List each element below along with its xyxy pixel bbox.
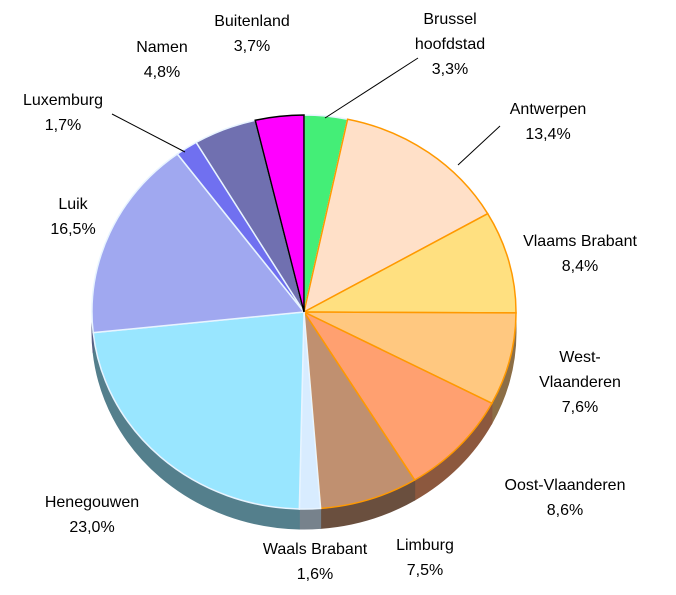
category-name: Namen xyxy=(136,39,188,56)
value-label: 1,7% xyxy=(45,117,81,134)
slice-label: Limburg 7,5% xyxy=(396,537,454,579)
category-name: Luik xyxy=(58,196,88,213)
category-name: Oost-Vlaanderen xyxy=(505,477,626,494)
slice-label: Buitenland 3,7% xyxy=(214,13,290,55)
category-name: Henegouwen xyxy=(45,494,139,511)
value-label: 8,6% xyxy=(547,502,583,519)
value-label: 3,3% xyxy=(432,61,468,78)
category-name: Luxemburg xyxy=(23,92,103,109)
slice-label: Luxemburg 1,7% xyxy=(23,92,103,134)
pie-slice xyxy=(303,212,517,314)
value-label: 16,5% xyxy=(50,221,95,238)
slice-label: Waals Brabant 1,6% xyxy=(263,541,368,583)
name-line: West- xyxy=(559,349,600,366)
category-name: Limburg xyxy=(396,537,454,554)
value-label: 23,0% xyxy=(69,519,114,536)
slice-label: Vlaams Brabant 8,4% xyxy=(523,233,637,275)
value-label: 7,5% xyxy=(407,562,443,579)
pie-slice xyxy=(303,311,416,510)
value-label: 4,8% xyxy=(144,64,180,81)
pie-slice xyxy=(301,310,493,482)
slice-label: Brussel hoofdstad 3,3% xyxy=(415,11,485,78)
category-name: Antwerpen xyxy=(510,101,587,118)
category-name: Vlaams Brabant xyxy=(523,233,637,250)
leader-line xyxy=(324,57,419,119)
value-label: 1,6% xyxy=(297,566,333,583)
leader-line xyxy=(457,125,501,166)
category-name: West- Vlaanderen xyxy=(539,349,621,391)
pie-slice xyxy=(254,114,305,313)
category-name: Waals Brabant xyxy=(263,541,368,558)
name-line: Vlaanderen xyxy=(539,374,621,391)
category-name: Brussel hoofdstad xyxy=(415,11,485,53)
slice-label: Namen 4,8% xyxy=(136,39,188,81)
leader-line xyxy=(111,113,186,153)
slice-label: West- Vlaanderen 7,6% xyxy=(539,349,621,416)
name-line: hoofdstad xyxy=(415,36,485,53)
slice-label: Antwerpen 13,4% xyxy=(510,101,587,143)
slice-label: Luik 16,5% xyxy=(50,196,95,238)
value-label: 3,7% xyxy=(234,38,270,55)
pie-side xyxy=(298,507,322,530)
pie-slice xyxy=(92,311,305,510)
name-line: Brussel xyxy=(423,11,476,28)
category-name: Buitenland xyxy=(214,13,290,30)
pie-slice xyxy=(91,153,306,334)
pie-slice xyxy=(303,311,517,405)
slice-label: Oost-Vlaanderen 8,6% xyxy=(505,477,626,519)
pie-slice xyxy=(302,118,489,314)
value-label: 13,4% xyxy=(525,126,570,143)
slice-label: Henegouwen 23,0% xyxy=(45,494,139,536)
value-label: 8,4% xyxy=(562,258,598,275)
value-label: 7,6% xyxy=(562,399,598,416)
